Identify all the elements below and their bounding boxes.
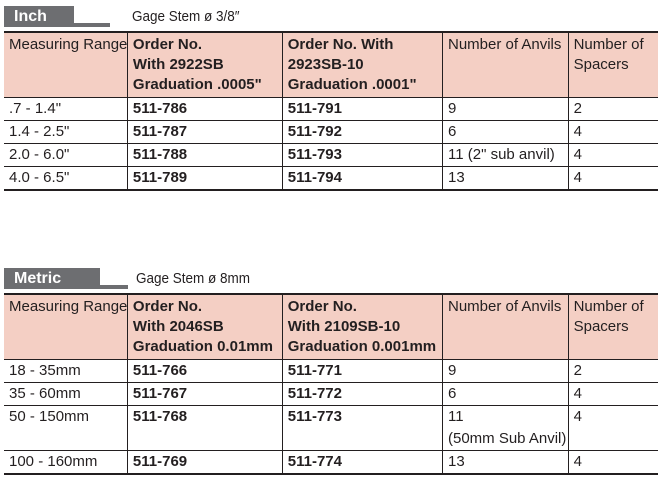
cell-spacers: 2	[567, 97, 658, 121]
header-measuring-range: Measuring Range	[4, 294, 128, 360]
metric-tab-rule	[100, 285, 128, 289]
metric-gage-stem-label: Gage Stem ø 8mm	[136, 270, 251, 287]
inch-section-header: Inch Gage Stem ø 3/8″	[4, 4, 658, 31]
inch-tab-rule	[74, 23, 110, 27]
table-row: .7 - 1.4" 511-786 511-791 9 2	[4, 97, 658, 121]
cell-order-no-2: 511-771	[281, 359, 444, 383]
cell-range: 35 - 60mm	[4, 382, 128, 406]
table-row: 50 - 150mm 511-768 511-773 11 (50mm Sub …	[4, 405, 658, 451]
cell-anvils: 13	[442, 450, 569, 474]
table-header-row: Measuring Range Order No. With 2046SB Gr…	[4, 294, 658, 360]
cell-range: 1.4 - 2.5"	[4, 120, 128, 144]
cell-spacers: 4	[567, 120, 658, 144]
cell-anvils: 9	[442, 359, 569, 383]
header-number-of-anvils: Number of Anvils	[442, 32, 569, 98]
cell-spacers: 4	[567, 143, 658, 167]
table-row: 1.4 - 2.5" 511-787 511-792 6 4	[4, 120, 658, 144]
cell-order-no-2: 511-774	[281, 450, 444, 474]
cell-spacers: 4	[567, 450, 658, 474]
cell-range: 4.0 - 6.5"	[4, 166, 128, 190]
header-order-no-2: Order No. With 2109SB-10 Graduation 0.00…	[281, 294, 444, 360]
cell-order-no-1: 511-766	[126, 359, 283, 383]
cell-range: 18 - 35mm	[4, 359, 128, 383]
cell-anvils-count: 11	[448, 408, 464, 425]
header-measuring-range: Measuring Range	[4, 32, 128, 98]
cell-order-no-2: 511-791	[281, 97, 444, 121]
cell-anvils: 13	[442, 166, 569, 190]
cell-order-no-1: 511-767	[126, 382, 283, 406]
cell-range: 2.0 - 6.0"	[4, 143, 128, 167]
cell-spacers: 2	[567, 359, 658, 383]
cell-anvils: 6	[442, 120, 569, 144]
header-order-no-2: Order No. With 2923SB-10 Graduation .000…	[281, 32, 444, 98]
cell-spacers: 4	[567, 382, 658, 406]
inch-tab: Inch	[4, 6, 74, 27]
table-row: 18 - 35mm 511-766 511-771 9 2	[4, 359, 658, 383]
metric-section-header: Metric Gage Stem ø 8mm	[4, 266, 658, 293]
table-row: 100 - 160mm 511-769 511-774 13 4	[4, 450, 658, 474]
header-order-no-1: Order No. With 2922SB Graduation .0005"	[126, 32, 283, 98]
metric-tab: Metric	[4, 268, 100, 289]
table-row: 2.0 - 6.0" 511-788 511-793 11 (2" sub an…	[4, 143, 658, 167]
inch-section: Inch Gage Stem ø 3/8″ Measuring Range Or…	[4, 4, 658, 191]
cell-order-no-1: 511-788	[126, 143, 283, 167]
header-number-of-spacers: Number of Spacers	[567, 32, 658, 98]
cell-anvils: 9	[442, 97, 569, 121]
table-header-row: Measuring Range Order No. With 2922SB Gr…	[4, 32, 658, 98]
inch-spec-table: Measuring Range Order No. With 2922SB Gr…	[4, 31, 658, 191]
cell-spacers: 4	[567, 405, 658, 451]
cell-range: .7 - 1.4"	[4, 97, 128, 121]
cell-spacers: 4	[567, 166, 658, 190]
cell-range: 100 - 160mm	[4, 450, 128, 474]
cell-anvils: 6	[442, 382, 569, 406]
table-row: 35 - 60mm 511-767 511-772 6 4	[4, 382, 658, 406]
metric-section: Metric Gage Stem ø 8mm Measuring Range O…	[4, 266, 658, 475]
cell-anvils: 11 (50mm Sub Anvil)	[442, 405, 569, 451]
metric-spec-table: Measuring Range Order No. With 2046SB Gr…	[4, 293, 658, 475]
cell-order-no-1: 511-789	[126, 166, 283, 190]
cell-order-no-2: 511-793	[281, 143, 444, 167]
cell-anvils: 11 (2" sub anvil)	[442, 143, 569, 167]
inch-gage-stem-label: Gage Stem ø 3/8″	[132, 8, 240, 25]
header-number-of-spacers: Number of Spacers	[567, 294, 658, 360]
cell-order-no-1: 511-787	[126, 120, 283, 144]
cell-order-no-1: 511-769	[126, 450, 283, 474]
header-order-no-1: Order No. With 2046SB Graduation 0.01mm	[126, 294, 283, 360]
header-number-of-anvils: Number of Anvils	[442, 294, 569, 360]
cell-order-no-2: 511-772	[281, 382, 444, 406]
cell-anvils-note: (50mm Sub Anvil)	[448, 430, 567, 447]
cell-order-no-2: 511-792	[281, 120, 444, 144]
cell-order-no-2: 511-794	[281, 166, 444, 190]
cell-range: 50 - 150mm	[4, 405, 128, 451]
cell-order-no-1: 511-768	[126, 405, 283, 451]
cell-order-no-2: 511-773	[281, 405, 444, 451]
table-row: 4.0 - 6.5" 511-789 511-794 13 4	[4, 166, 658, 190]
cell-order-no-1: 511-786	[126, 97, 283, 121]
